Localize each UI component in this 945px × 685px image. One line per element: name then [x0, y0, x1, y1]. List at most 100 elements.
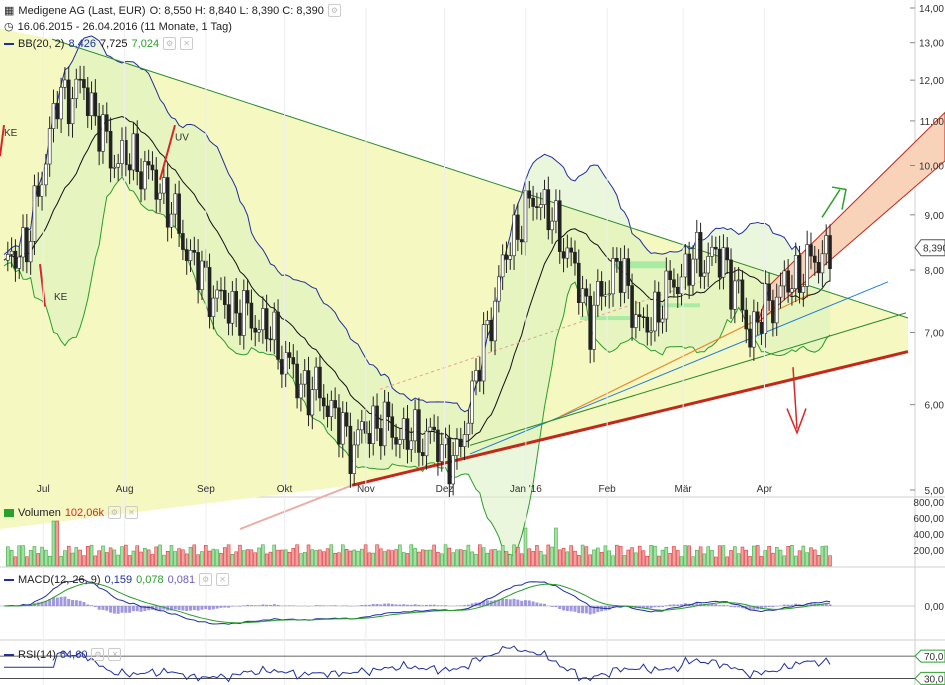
candle-body: [554, 200, 558, 222]
candle-body: [588, 295, 592, 350]
candle-body: [249, 302, 254, 329]
candle-body: [59, 86, 63, 120]
x-tick-label: Dez: [436, 484, 454, 495]
candle-body: [97, 115, 101, 152]
macd-histogram-bar: [508, 599, 512, 606]
candle-body: [782, 270, 787, 287]
macd-histogram-bar: [204, 606, 208, 610]
candle-body: [112, 166, 117, 169]
candle-body: [584, 288, 589, 297]
candle-body: [352, 444, 356, 474]
settings-icon[interactable]: ⚙: [327, 4, 341, 17]
volume-bar: [744, 549, 749, 567]
volume-bar: [660, 549, 665, 567]
macd-histogram-bar: [485, 600, 489, 606]
candle-body: [439, 444, 444, 462]
macd-histogram-bar: [124, 606, 128, 613]
candle-body: [367, 433, 372, 444]
candle-body: [51, 103, 56, 129]
macd-line: [3, 578, 831, 625]
candle-body: [645, 316, 650, 333]
volume-bar: [417, 551, 421, 567]
candle-body: [607, 293, 612, 296]
volume-bar: [634, 552, 638, 567]
candle-body: [580, 288, 585, 303]
candle-body: [36, 185, 41, 197]
candle-body: [774, 296, 779, 324]
bollinger-band-fill: [4, 35, 830, 556]
candle-body: [78, 78, 82, 81]
settings-icon[interactable]: ⚙: [199, 573, 213, 586]
macd-histogram-bar: [748, 606, 752, 611]
volume-bar: [59, 556, 63, 567]
candle-body: [295, 363, 299, 399]
macd-histogram-bar: [463, 605, 467, 606]
candle-body: [230, 291, 235, 324]
volume-bar: [139, 551, 143, 567]
volume-bar: [809, 547, 813, 567]
rsi-tick-label: 70,0: [924, 652, 944, 663]
volume-bar: [748, 556, 752, 567]
volume-bar: [299, 553, 303, 567]
volume-bar: [656, 555, 661, 567]
macd-histogram-bar: [527, 600, 531, 606]
macd-tick-label: 0,00: [925, 602, 945, 613]
volume-bar: [820, 546, 825, 567]
macd-histogram-bar: [314, 605, 318, 606]
macd-histogram-bar: [565, 606, 569, 611]
y-tick-label: 11,00: [920, 117, 945, 128]
volume-bar: [386, 549, 391, 567]
volume-bar: [382, 551, 387, 567]
close-icon[interactable]: ✕: [108, 648, 122, 661]
volume-bar: [230, 554, 235, 567]
volume-tick-label: 400,00: [913, 530, 944, 541]
candle-body: [786, 270, 790, 293]
volume-bar: [242, 550, 246, 567]
volume-bar: [97, 550, 101, 567]
volume-bar: [302, 552, 307, 567]
volume-bar: [763, 550, 768, 567]
volume-bar: [740, 546, 745, 567]
candle-body: [637, 314, 642, 317]
volume-bar: [439, 553, 444, 567]
candle-body: [675, 286, 680, 295]
volume-bar: [569, 545, 573, 567]
candle-body: [70, 98, 75, 125]
candle-body: [25, 227, 29, 263]
orange-trendline: [559, 293, 811, 418]
volume-bar: [592, 549, 596, 567]
uv-label: UV: [175, 132, 189, 143]
candle-body: [63, 79, 67, 88]
settings-icon[interactable]: ⚙: [107, 506, 121, 519]
candle-body: [428, 426, 433, 432]
close-icon[interactable]: ✕: [180, 37, 194, 50]
volume-bar: [375, 544, 379, 567]
settings-icon[interactable]: ⚙: [91, 648, 105, 661]
macd-histogram-bar: [112, 606, 116, 614]
volume-bar: [504, 551, 509, 567]
candle-body: [736, 279, 741, 282]
macd-histogram-bar: [116, 606, 120, 614]
macd-histogram-bar: [71, 599, 75, 606]
macd-histogram-bar: [729, 606, 733, 608]
volume-bar: [47, 555, 52, 567]
volume-bar: [51, 520, 56, 567]
volume-bar: [238, 544, 242, 567]
macd-histogram-bar: [706, 604, 710, 606]
settings-icon[interactable]: ⚙: [163, 37, 177, 50]
candle-body: [512, 214, 516, 257]
macd-histogram-bar: [48, 599, 52, 606]
macd-histogram-bar: [535, 602, 539, 606]
candle-body: [131, 133, 136, 171]
bb-legend: BB(20, 2) 8,426 7,725 7,024 ⚙ ✕: [4, 37, 194, 50]
macd-histogram-bar: [329, 605, 333, 606]
candle-body: [702, 272, 707, 277]
close-icon[interactable]: ✕: [216, 573, 230, 586]
y-tick-label: 5,00: [925, 486, 945, 497]
close-icon[interactable]: ✕: [124, 506, 138, 519]
macd-histogram-bar: [569, 606, 573, 612]
volume-bar: [306, 544, 311, 567]
macd-histogram-bar: [265, 604, 269, 606]
volume-label: Volumen: [18, 506, 61, 519]
